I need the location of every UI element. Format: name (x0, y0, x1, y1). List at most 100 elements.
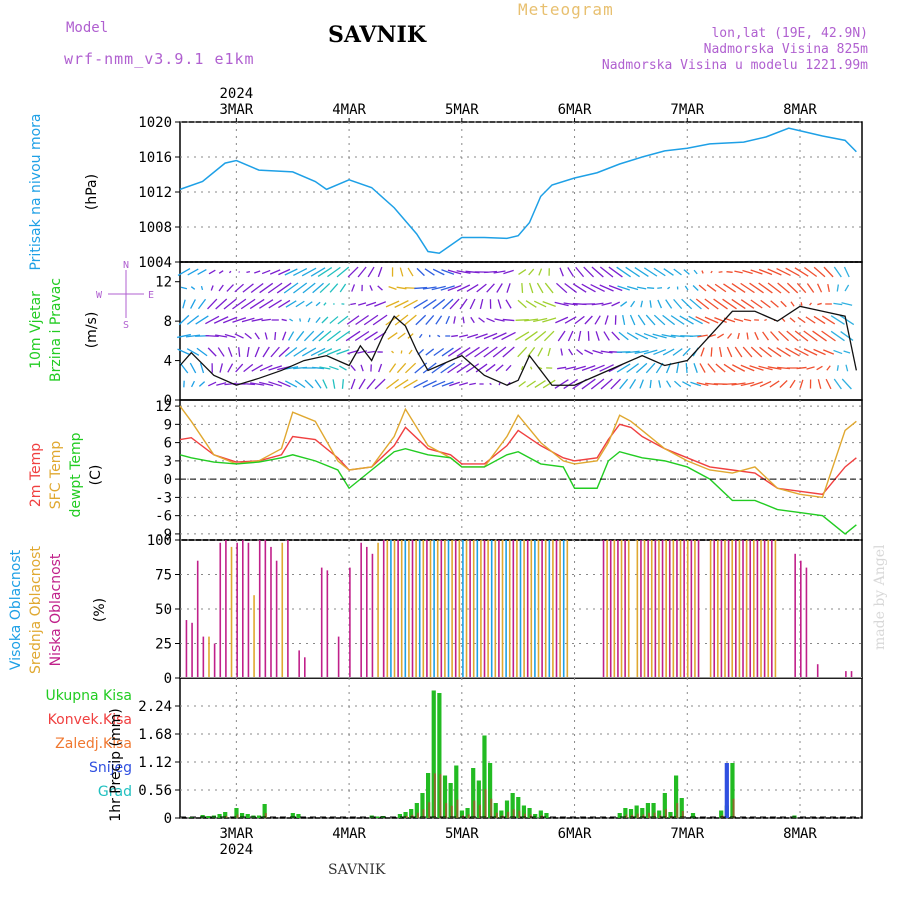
wind-arrows (177, 266, 855, 390)
wind-arrow (610, 378, 621, 390)
wind-arrow (394, 300, 409, 308)
wind-arrow (731, 382, 746, 386)
cloud-bar (668, 540, 671, 678)
model-name: wrf-nmm_v3.9.1 e1km (64, 50, 255, 68)
wind-arrow (240, 298, 256, 310)
wind-arrow (704, 298, 719, 310)
precip-ytick-label: 1.68 (138, 727, 172, 743)
wind-arrow (528, 282, 534, 294)
wind-arrow (813, 266, 826, 278)
wind-arrow (750, 269, 763, 275)
cloud-bar (498, 540, 500, 678)
wind-arrow (636, 286, 647, 290)
wind-arrow (251, 318, 263, 322)
wind-arrow (218, 284, 224, 292)
wind-arrow (259, 381, 274, 387)
wind-arrow (608, 266, 623, 278)
precip-bars (189, 690, 797, 818)
precip-bar (724, 763, 729, 818)
wind-arrow (833, 349, 843, 355)
cloud-label-mid: Srednja Oblacnost (28, 546, 44, 674)
wind-arrow (520, 365, 524, 371)
wind-arrow (274, 332, 277, 340)
wind-arrow (312, 366, 325, 370)
precip-bar-convective (236, 814, 239, 818)
wind-arrow (608, 284, 623, 292)
wind-arrow (336, 266, 350, 278)
wind-arrow (542, 317, 557, 323)
cloud-bar (679, 540, 682, 678)
wind-arrow (250, 283, 264, 293)
precip-bar (662, 793, 667, 818)
precip-bar (245, 814, 250, 818)
cloud-bar (717, 540, 719, 678)
wind-arrow (556, 282, 568, 294)
wind-arrow (441, 381, 454, 387)
wind-arrow (369, 285, 373, 291)
wind-arrow (415, 314, 427, 326)
cloud-bar (418, 540, 421, 678)
wind-arrow (599, 364, 614, 372)
wind-arrow (186, 348, 200, 356)
wind-arrow (685, 363, 688, 373)
wind-arrow (177, 268, 191, 276)
wind-arrow (474, 346, 489, 358)
wind-arrow (178, 314, 190, 326)
wind-arrow (845, 364, 849, 372)
wind-arrow (647, 287, 655, 289)
wind-arrow (285, 300, 297, 308)
wind-arrow (770, 331, 780, 341)
cloud-bar (650, 540, 653, 678)
wind-arrow (806, 366, 815, 370)
wind-arrow (634, 350, 649, 354)
cloud-bar (366, 546, 368, 678)
cloud-bar (390, 540, 392, 678)
precip-bar-convective (524, 813, 527, 818)
wind-arrow (198, 381, 206, 387)
wind-arrow (377, 266, 383, 278)
wind-arrow (704, 316, 719, 324)
wind-arrow (823, 266, 834, 278)
cloud-bar (713, 540, 716, 678)
wind-arrow (478, 317, 485, 323)
wind-arrow (405, 362, 417, 374)
wind-arrow (232, 298, 247, 310)
wind-arrow (350, 302, 356, 306)
cloud-bar (767, 540, 770, 678)
wind-arrow (662, 314, 676, 326)
wind-arrow (505, 364, 512, 372)
day-label-bottom: 7MAR (670, 826, 704, 842)
wind-arrow (581, 378, 596, 390)
wind-arrow (416, 267, 425, 277)
wind-arrow (653, 314, 666, 326)
wind-arrow (673, 268, 682, 276)
wind-arrow (299, 318, 302, 322)
wind-arrow (809, 302, 812, 306)
wind-arrow (789, 317, 796, 323)
station-title: SAVNIK (328, 22, 426, 48)
precip-bar-convective (664, 809, 667, 818)
wind-arrow (294, 379, 306, 389)
wind-arrow (414, 286, 428, 290)
cloud-bar (555, 540, 558, 678)
wind-arrow (630, 300, 636, 308)
cloud-bar (609, 540, 612, 678)
wind-speed-line (179, 305, 858, 386)
wind-arrow (493, 270, 506, 274)
wind-arrow (690, 381, 702, 387)
wind-arrow (469, 298, 476, 310)
cloud-bar (469, 540, 471, 678)
wind-arrow (465, 346, 480, 358)
wind-arrow (261, 318, 271, 322)
wind-arrow (319, 366, 331, 370)
wind-arrow (575, 266, 585, 278)
wind-arrow (844, 284, 850, 292)
wind-arrow (251, 364, 263, 372)
wind-arrow (475, 333, 488, 339)
wind-arrow (467, 333, 479, 339)
cloud-bar (647, 540, 649, 678)
wind-arrow (517, 299, 527, 309)
wind-arrow (758, 268, 773, 276)
cloud-ytick-label: 100 (147, 533, 172, 549)
cloud-bar (349, 567, 351, 678)
